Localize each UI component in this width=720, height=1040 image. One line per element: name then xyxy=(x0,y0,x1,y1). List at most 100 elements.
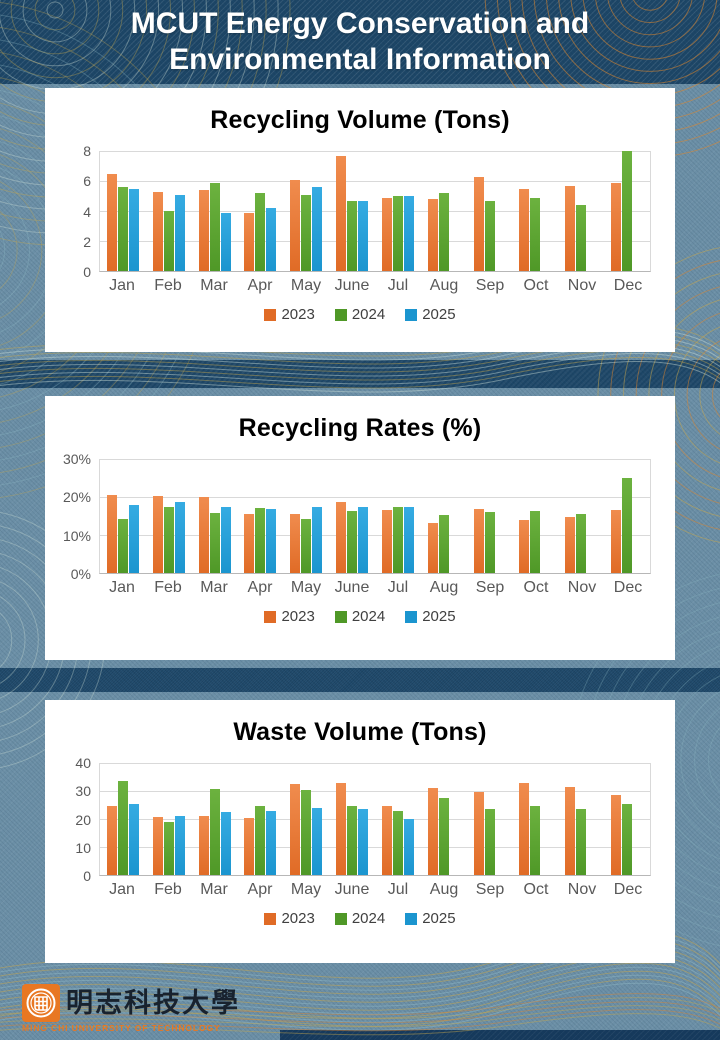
bar-2024-nov xyxy=(576,205,587,271)
bar-2023-mar xyxy=(198,496,209,573)
bar-group-nov xyxy=(558,763,604,875)
x-label: Nov xyxy=(567,277,597,294)
bar-group-jul xyxy=(375,763,421,875)
legend-item-2024: 2024 xyxy=(334,910,385,927)
x-label: May xyxy=(290,579,322,596)
legend-swatch xyxy=(405,912,418,925)
bar-group-june xyxy=(329,459,375,573)
bar-group-june xyxy=(329,151,375,271)
bar-2023-oct xyxy=(519,188,530,271)
y-tick-label: 2 xyxy=(83,233,91,250)
y-tick-label: 10 xyxy=(75,839,91,856)
legend-label: 2024 xyxy=(351,306,386,323)
legend-label: 2024 xyxy=(351,608,386,625)
gridline xyxy=(100,763,650,764)
bar-2023-nov xyxy=(565,516,576,573)
bar-2024-aug xyxy=(438,798,449,875)
bar-2024-nov xyxy=(576,808,587,875)
bar-2025-jul xyxy=(403,819,414,875)
bar-group-may xyxy=(283,151,329,271)
chart-card-recycling-rates: Recycling Rates (%) 0% 10% 20% 30% Jan Feb Mar A… xyxy=(45,396,675,660)
bar-group-dec xyxy=(604,151,650,271)
university-logo: 明志科技大學 MING CHI UNIVERSITY OF TECHNOLOGY xyxy=(22,984,240,1033)
x-label: Jan xyxy=(109,881,135,898)
bar-2023-feb xyxy=(152,495,163,573)
x-label: Jul xyxy=(387,579,409,596)
x-label: Jan xyxy=(109,277,135,294)
bar-group-may xyxy=(283,459,329,573)
bar-2023-dec xyxy=(611,510,622,573)
chart-area: 0% 10% 20% 30% xyxy=(53,451,651,582)
x-label: Dec xyxy=(613,881,643,898)
y-tick-label: 8 xyxy=(83,143,91,159)
x-label: Aug xyxy=(429,579,459,596)
legend-swatch xyxy=(334,610,347,623)
bar-2024-apr xyxy=(255,193,266,271)
bar-group-feb xyxy=(146,151,192,271)
bar-2023-jul xyxy=(381,197,392,271)
bar-group-sep xyxy=(467,459,513,573)
x-label: May xyxy=(290,277,322,294)
bar-2025-mar xyxy=(220,506,231,573)
bar-2023-apr xyxy=(244,212,255,271)
bar-2025-june xyxy=(358,200,369,271)
gridline xyxy=(100,847,650,848)
bar-2025-jan xyxy=(128,804,139,875)
bar-2024-dec xyxy=(622,151,633,271)
bar-2023-aug xyxy=(427,523,438,573)
bar-2024-jan xyxy=(117,780,128,875)
divider-band-1 xyxy=(0,360,720,388)
bar-2023-jul xyxy=(381,510,392,573)
bar-2024-apr xyxy=(255,805,266,875)
divider-band-2 xyxy=(0,668,720,692)
bar-2024-dec xyxy=(622,804,633,875)
bar-2023-apr xyxy=(244,513,255,573)
chart-title: Recycling Volume (Tons) xyxy=(210,106,510,134)
x-label: Sep xyxy=(475,579,505,596)
y-axis: 0% 10% 20% 30% xyxy=(53,451,99,582)
x-label: Feb xyxy=(154,579,182,596)
legend-swatch xyxy=(264,610,277,623)
chart-card-recycling-volume: Recycling Volume (Tons) 0 2 4 6 8 Jan Feb Mar Apr… xyxy=(45,88,675,352)
chart-legend: 2023 2024 2025 xyxy=(45,608,675,625)
bar-2025-jan xyxy=(128,504,139,573)
bar-group-oct xyxy=(512,151,558,271)
gridline xyxy=(100,497,650,499)
bar-group-oct xyxy=(512,763,558,875)
bar-2023-jul xyxy=(381,806,392,875)
bar-2024-feb xyxy=(163,211,174,271)
bar-2025-may xyxy=(312,507,323,573)
x-label: Aug xyxy=(429,881,459,898)
bar-2023-jan xyxy=(106,805,117,875)
bar-2024-mar xyxy=(209,789,220,875)
legend-swatch xyxy=(264,308,277,321)
bar-2025-june xyxy=(358,506,369,573)
bar-2024-dec xyxy=(622,478,633,573)
legend-swatch xyxy=(334,308,347,321)
bar-2023-dec xyxy=(611,794,622,875)
legend-item-2024: 2024 xyxy=(334,608,386,625)
bar-group-mar xyxy=(192,459,238,573)
bar-2023-oct xyxy=(519,519,530,573)
bar-2024-apr xyxy=(255,507,266,573)
gridline xyxy=(100,151,650,152)
bar-2024-june xyxy=(347,511,358,573)
bar-2023-june xyxy=(336,155,347,271)
university-logo-icon xyxy=(22,984,60,1022)
legend-item-2023: 2023 xyxy=(264,608,315,625)
bar-2025-apr xyxy=(266,509,277,573)
x-label: Sep xyxy=(475,881,505,898)
legend-label: 2023 xyxy=(281,306,315,323)
y-tick-label: 0% xyxy=(70,566,91,582)
x-label: Oct xyxy=(523,881,549,898)
bar-group-nov xyxy=(558,151,604,271)
bar-2023-aug xyxy=(427,788,438,875)
legend-item-2024: 2024 xyxy=(334,306,386,323)
bar-group-jan xyxy=(100,763,146,875)
bar-2024-may xyxy=(301,519,312,573)
bar-group-apr xyxy=(237,151,283,271)
bar-2024-sep xyxy=(484,200,495,271)
legend-label: 2025 xyxy=(422,608,456,625)
bar-2023-mar xyxy=(198,816,209,875)
legend-item-2023: 2023 xyxy=(264,910,315,927)
